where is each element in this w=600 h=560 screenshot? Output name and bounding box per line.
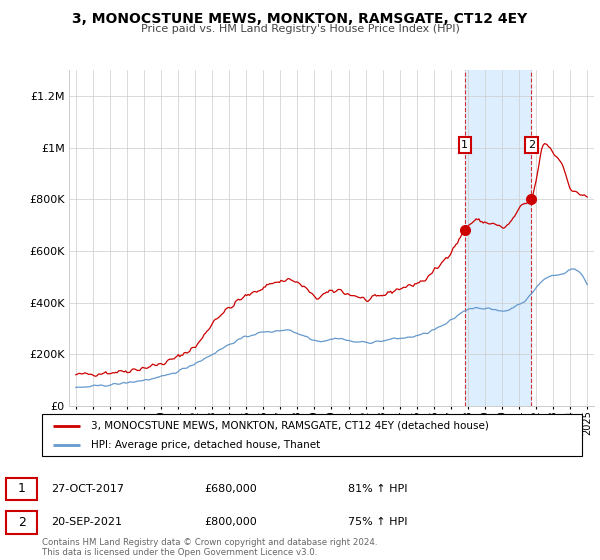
Text: 1: 1 — [17, 482, 26, 496]
Text: HPI: Average price, detached house, Thanet: HPI: Average price, detached house, Than… — [91, 440, 320, 450]
Text: 3, MONOCSTUNE MEWS, MONKTON, RAMSGATE, CT12 4EY (detached house): 3, MONOCSTUNE MEWS, MONKTON, RAMSGATE, C… — [91, 421, 488, 431]
Text: Price paid vs. HM Land Registry's House Price Index (HPI): Price paid vs. HM Land Registry's House … — [140, 24, 460, 34]
Text: 27-OCT-2017: 27-OCT-2017 — [51, 484, 124, 494]
Text: £680,000: £680,000 — [204, 484, 257, 494]
Text: 2: 2 — [17, 516, 26, 529]
Bar — [465, 70, 531, 406]
Text: 3, MONOCSTUNE MEWS, MONKTON, RAMSGATE, CT12 4EY: 3, MONOCSTUNE MEWS, MONKTON, RAMSGATE, C… — [73, 12, 527, 26]
Text: £800,000: £800,000 — [204, 517, 257, 528]
Text: 1: 1 — [461, 140, 468, 150]
Text: 20-SEP-2021: 20-SEP-2021 — [51, 517, 122, 528]
Text: Contains HM Land Registry data © Crown copyright and database right 2024.
This d: Contains HM Land Registry data © Crown c… — [42, 538, 377, 557]
Text: 81% ↑ HPI: 81% ↑ HPI — [348, 484, 407, 494]
Text: 75% ↑ HPI: 75% ↑ HPI — [348, 517, 407, 528]
Text: 2: 2 — [528, 140, 535, 150]
